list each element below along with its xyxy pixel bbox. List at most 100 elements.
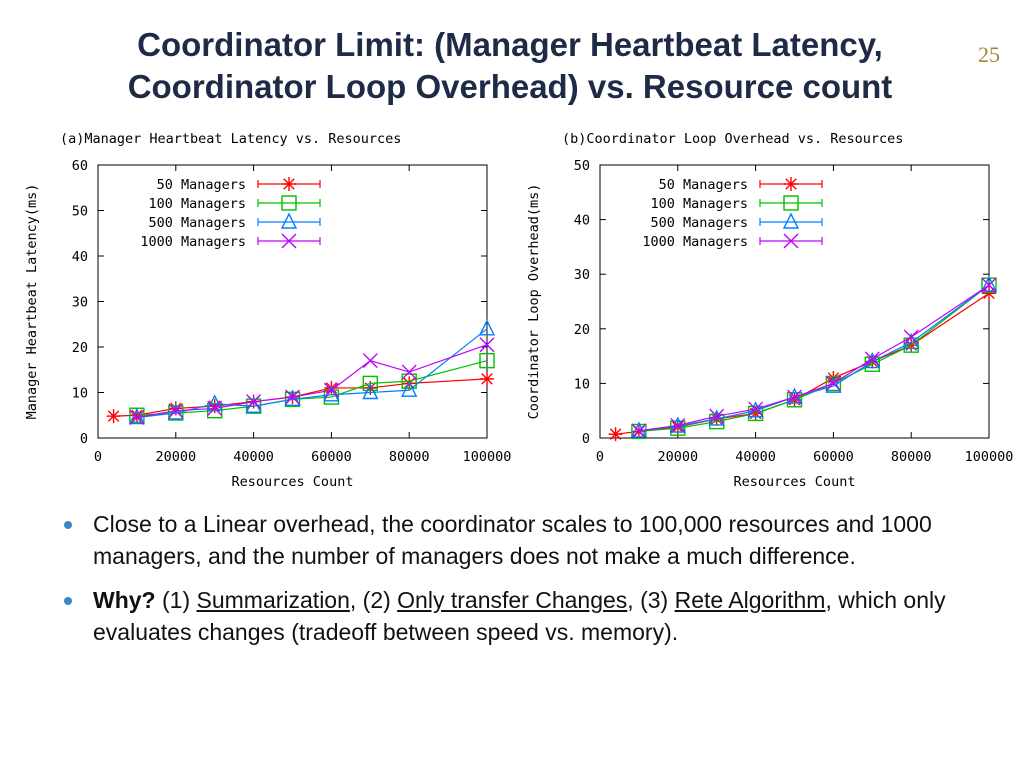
bullet-text-2c: , (3) (627, 587, 675, 613)
data-point (362, 382, 379, 400)
y-tick-label: 30 (574, 267, 590, 283)
link-summarization[interactable]: Summarization (196, 587, 350, 613)
x-tick-label: 20000 (155, 449, 196, 465)
series-star (608, 286, 996, 442)
x-tick-label: 20000 (657, 449, 698, 465)
data-point (708, 413, 725, 430)
x-tick-label: 40000 (233, 449, 274, 465)
data-point (106, 409, 121, 424)
data-point (168, 403, 184, 419)
chart-title: (a)Manager Heartbeat Latency vs. Resourc… (60, 131, 401, 147)
x-tick-label: 80000 (891, 449, 932, 465)
legend-marker (784, 177, 798, 191)
slide-number: 25 (978, 42, 1000, 67)
x-tick-label: 0 (94, 449, 102, 465)
chart-title: (b)Coordinator Loop Overhead vs. Resourc… (562, 131, 903, 147)
data-point (903, 329, 919, 345)
slide-title: Coordinator Limit: (Manager Heartbeat La… (20, 24, 1000, 108)
legend-marker (281, 233, 297, 249)
y-tick-label: 30 (72, 295, 88, 311)
data-point (981, 277, 997, 293)
y-axis-label: Coordinator Loop Overhead(ms) (526, 184, 542, 420)
x-tick-label: 100000 (463, 449, 512, 465)
series-x (631, 277, 997, 439)
bullet-text-2b: , (2) (349, 587, 398, 613)
data-point (206, 394, 223, 411)
data-point (747, 405, 764, 422)
data-point (708, 409, 725, 426)
link-only-transfer-changes[interactable]: Only transfer Changes (397, 587, 628, 613)
x-axis-label: Resources Count (734, 474, 856, 490)
y-tick-label: 50 (72, 204, 88, 220)
legend-marker (281, 195, 297, 211)
data-point (479, 352, 495, 369)
y-tick-label: 50 (574, 158, 590, 174)
x-tick-label: 80000 (389, 449, 430, 465)
legend-label: 100 Managers (650, 196, 748, 212)
series-line (136, 344, 488, 419)
data-point (284, 389, 301, 407)
legend-marker (282, 177, 296, 191)
overhead-chart: (b)Coordinator Loop Overhead vs. Resourc… (526, 131, 1014, 490)
bullet-text-2d: , which only evaluates changes (tradeoff… (93, 587, 946, 645)
legend-label: 500 Managers (650, 215, 748, 231)
series-x (129, 337, 495, 426)
data-point (323, 382, 339, 398)
data-point (129, 410, 145, 426)
data-point (825, 375, 842, 392)
data-point (246, 394, 262, 410)
bullet-dot-icon (64, 597, 72, 605)
series-line (638, 284, 990, 432)
series-triangle (630, 275, 998, 438)
legend-label: 1000 Managers (140, 234, 246, 250)
data-point (864, 356, 880, 372)
legend-label: 50 Managers (659, 177, 748, 193)
slide-title-line-1: Coordinator Limit: (Manager Heartbeat La… (137, 26, 883, 63)
data-point (631, 423, 647, 439)
bullet-dot-icon (64, 521, 72, 529)
legend-label: 1000 Managers (642, 234, 748, 250)
plot-frame (599, 164, 990, 439)
bullet-text-2a: (1) (155, 587, 197, 613)
data-point (401, 380, 418, 397)
legend-label: 100 Managers (148, 196, 246, 212)
data-point (478, 319, 496, 336)
data-point (903, 337, 919, 353)
bullet-list: Close to a Linear overhead, the coordina… (62, 508, 992, 660)
y-axis-label: Manager Heartbeat Latency(ms) (24, 184, 40, 420)
legend-label: 500 Managers (148, 215, 246, 231)
data-point (982, 286, 996, 301)
y-tick-label: 40 (574, 213, 590, 229)
data-point (401, 373, 417, 389)
data-point (748, 401, 764, 417)
x-tick-label: 100000 (965, 449, 1014, 465)
y-tick-label: 40 (72, 249, 88, 265)
data-point (787, 389, 802, 405)
data-point (980, 275, 998, 292)
legend-label: 50 Managers (157, 177, 246, 193)
legend-marker (783, 233, 799, 249)
y-tick-label: 0 (582, 431, 590, 447)
series-star (106, 371, 494, 424)
y-tick-label: 10 (574, 376, 590, 392)
series-square (631, 277, 997, 440)
legend-marker (783, 195, 799, 211)
series-line (113, 378, 488, 417)
data-point (825, 375, 841, 391)
series-line (615, 292, 990, 435)
link-rete-algorithm[interactable]: Rete Algorithm (674, 587, 826, 613)
y-tick-label: 0 (80, 431, 88, 447)
data-point (285, 389, 300, 405)
data-point (479, 337, 495, 353)
data-point (362, 353, 378, 369)
data-point (670, 420, 686, 436)
legend-marker (280, 212, 298, 229)
data-point (709, 408, 725, 424)
y-tick-label: 20 (574, 322, 590, 338)
legend-marker (782, 212, 800, 229)
y-tick-label: 10 (72, 386, 88, 402)
latency-chart: (a)Manager Heartbeat Latency vs. Resourc… (24, 131, 512, 490)
series-square (129, 352, 495, 423)
data-point (362, 375, 378, 392)
data-point (670, 417, 686, 433)
